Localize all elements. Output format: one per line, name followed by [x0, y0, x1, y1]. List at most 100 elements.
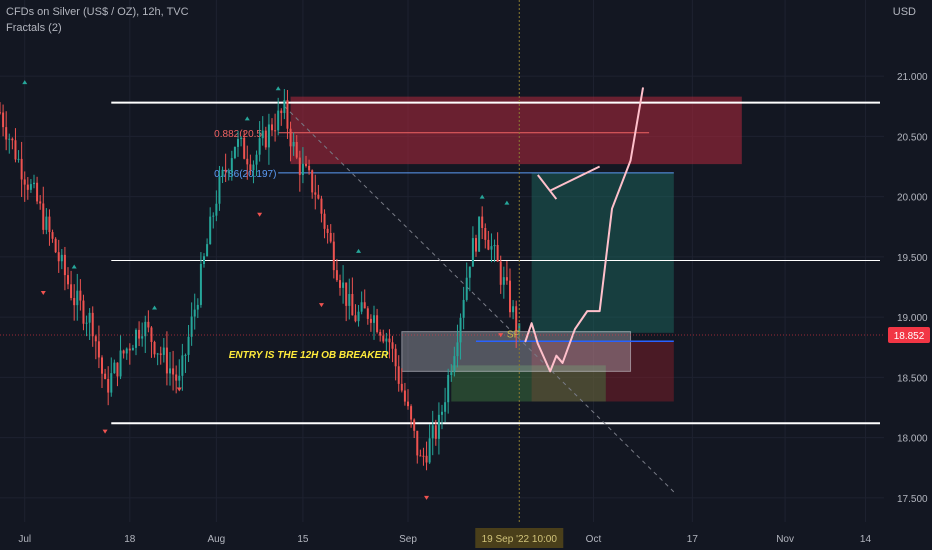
candle-body	[153, 341, 156, 355]
fractal-down-marker	[257, 212, 263, 217]
candle-body	[354, 315, 357, 322]
candle-body	[410, 406, 413, 420]
fractal-up-marker	[275, 86, 281, 91]
candle-body	[323, 213, 326, 229]
candle-body	[203, 256, 205, 264]
candle-body	[444, 402, 447, 412]
candle-body	[110, 373, 113, 393]
candle-body	[175, 374, 178, 381]
candle-body	[515, 306, 518, 332]
candle-body	[382, 335, 385, 342]
candle-body	[422, 455, 425, 457]
candle-body	[277, 110, 280, 131]
candle-body	[397, 366, 400, 384]
candle-body	[317, 194, 320, 199]
candle-body	[407, 401, 409, 407]
candle-body	[301, 163, 304, 176]
projection-drawing	[524, 87, 644, 373]
candle-body	[505, 277, 508, 281]
candle-body	[26, 184, 29, 190]
candle-body	[215, 203, 218, 216]
candle-body	[416, 430, 419, 456]
candle-body	[122, 350, 125, 354]
candle-body	[230, 158, 233, 172]
candle-body	[512, 306, 515, 313]
candle-body	[125, 348, 128, 354]
candle-body	[141, 336, 144, 339]
candle-body	[97, 341, 100, 358]
fractal-up-marker	[152, 305, 158, 310]
x-tick-label-2: Aug	[207, 534, 225, 545]
candle-body	[360, 302, 363, 312]
candle-body	[332, 241, 335, 271]
candle-body	[8, 138, 11, 140]
candle-body	[292, 142, 295, 147]
candle-body	[39, 201, 42, 204]
fib-label-1: 0.786(20.197)	[214, 169, 276, 180]
candle-body	[320, 198, 323, 214]
candle-body	[373, 315, 375, 323]
candle-body	[286, 100, 289, 129]
y-tick-label-0: 21.000	[897, 72, 928, 83]
candle-body	[465, 277, 468, 300]
candle-body	[5, 127, 8, 140]
candle-body	[91, 312, 94, 337]
y-tick-label-1: 20.500	[897, 132, 928, 143]
candle-body	[169, 368, 171, 374]
candle-body	[165, 347, 168, 374]
fractal-down-marker	[176, 387, 182, 392]
candle-body	[478, 216, 481, 252]
candle-body	[23, 179, 26, 185]
ob-breaker-label: ENTRY IS THE 12H OB BREAKER	[229, 350, 389, 361]
fractal-up-marker	[356, 248, 362, 253]
trend-line	[284, 105, 675, 493]
candle-body	[51, 232, 54, 239]
last-price-label: 18.852	[894, 331, 925, 342]
candle-body	[147, 321, 150, 328]
candle-body	[17, 158, 20, 160]
candle-body	[459, 317, 462, 343]
candle-body	[240, 137, 243, 140]
candle-body	[481, 216, 484, 228]
candle-body	[224, 169, 227, 172]
y-tick-label-7: 17.500	[897, 494, 928, 505]
candle-body	[246, 158, 249, 165]
candle-body	[196, 304, 199, 310]
x-tick-label-8: 14	[860, 534, 872, 545]
candle-body	[104, 373, 107, 379]
candle-body	[295, 142, 298, 158]
candle-body	[76, 290, 79, 306]
candle-body	[45, 216, 48, 230]
candle-body	[428, 438, 431, 463]
candle-body	[54, 238, 57, 253]
cross-mark-long	[549, 165, 601, 192]
fractal-up-marker	[479, 194, 485, 199]
cursor-date-badge	[475, 528, 564, 548]
candle-body	[193, 309, 196, 317]
candle-body	[79, 290, 82, 301]
candle-body	[475, 238, 477, 252]
zone-target	[531, 172, 674, 333]
candle-body	[450, 372, 453, 376]
fractal-down-marker	[498, 333, 504, 338]
candle-body	[199, 263, 202, 305]
candle-body	[181, 355, 184, 376]
candle-body	[107, 378, 110, 393]
cursor-date-label: 19 Sep '22 10:00	[482, 534, 558, 545]
candle-body	[379, 332, 382, 336]
candle-body	[357, 311, 360, 322]
x-tick-label-6: 17	[687, 534, 699, 545]
candle-body	[342, 282, 345, 288]
fractal-down-marker	[424, 495, 430, 500]
candle-body	[345, 282, 348, 306]
y-tick-label-3: 19.500	[897, 253, 928, 264]
candle-body	[150, 327, 153, 342]
fractal-down-marker	[318, 303, 324, 308]
candle-body	[502, 277, 505, 285]
candle-body	[385, 338, 388, 342]
candle-body	[131, 347, 134, 351]
candle-body	[11, 138, 14, 141]
candle-body	[156, 353, 159, 355]
